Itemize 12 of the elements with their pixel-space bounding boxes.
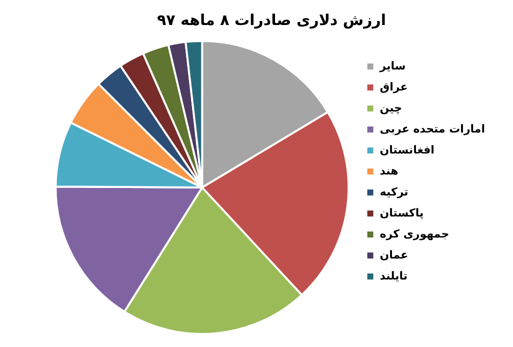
legend-label: عمان [380,248,408,262]
legend-label: تایلند [380,269,408,282]
legend-label: پاکستان [380,206,424,220]
legend-label: امارات متحده عربی [380,122,486,136]
legend-label: سایر [378,59,406,72]
legend-label: جمهوری کره [380,227,450,240]
legend-label: چین [380,101,402,114]
legend-label: ترکیه [380,185,408,198]
legend-label: عراق [380,80,408,94]
legend-label: افغانستان [380,143,434,156]
chart-title: ارزش دلاری صادرات ۸ ماهه ۹۷ [156,10,386,29]
legend-label: هند [380,164,398,178]
